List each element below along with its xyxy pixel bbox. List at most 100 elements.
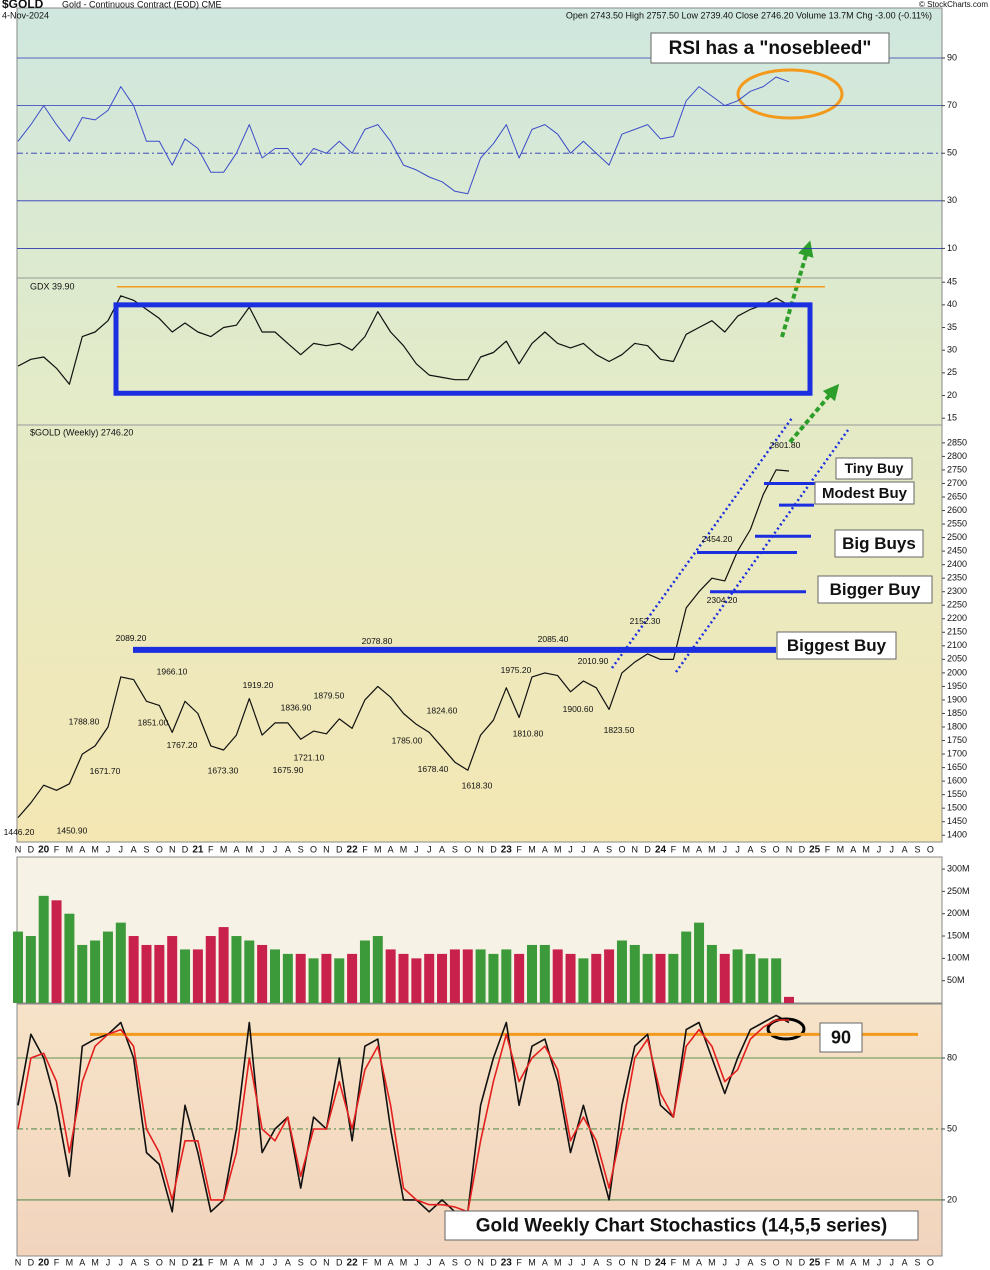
x-tick-label: N (15, 844, 22, 854)
volume-bar (449, 949, 460, 1003)
x-tick-label: M (554, 844, 562, 854)
price-label: 2454.20 (702, 534, 733, 544)
y-tick-label: 2150 (947, 627, 967, 637)
x-tick-label: A (902, 1257, 908, 1267)
x-tick-label: S (760, 844, 766, 854)
price-label: 2085.40 (538, 634, 569, 644)
y-tick-label: 250M (947, 886, 970, 896)
volume-bar (25, 936, 36, 1003)
y-tick-label: 90 (947, 52, 957, 62)
x-tick-label: N (323, 1257, 330, 1267)
price-label: 1836.90 (281, 702, 312, 712)
volume-bar (64, 913, 75, 1003)
x-tick-label: S (452, 844, 458, 854)
y-tick-label: 2350 (947, 573, 967, 583)
x-tick-label: A (696, 844, 702, 854)
x-tick-label: D (336, 1257, 343, 1267)
x-tick-label: 24 (655, 845, 667, 856)
x-tick-label: F (54, 1257, 60, 1267)
volume-bar (475, 949, 486, 1003)
x-tick-label: S (606, 844, 612, 854)
x-tick-label: D (644, 1257, 651, 1267)
volume-bar (218, 927, 229, 1003)
price-label: 1879.50 (314, 691, 345, 701)
series-line (17, 76, 790, 195)
x-tick-label: O (773, 1257, 780, 1267)
volume-bar (501, 949, 512, 1003)
x-tick-label: F (516, 844, 522, 854)
x-tick-label: M (66, 1257, 74, 1267)
description: Gold - Continuous Contract (EOD) CME (62, 0, 222, 9)
volume-bar (13, 931, 23, 1003)
x-tick-label: O (156, 1257, 163, 1267)
volume-bar (257, 944, 268, 1003)
price-label: 1671.70 (90, 766, 121, 776)
y-tick-label: 1950 (947, 681, 967, 691)
x-tick-label: M (220, 844, 228, 854)
volume-bar (128, 936, 139, 1003)
rsi-annotation: RSI has a "nosebleed" (669, 38, 872, 59)
x-tick-label: 21 (192, 1258, 204, 1269)
x-tick-label: J (735, 844, 740, 854)
volume-bar (385, 949, 396, 1003)
x-tick-label: 21 (192, 845, 204, 856)
y-tick-label: 1650 (947, 762, 967, 772)
price-label: 2152.30 (630, 616, 661, 626)
volume-bar (578, 958, 589, 1003)
price-label: 1450.90 (57, 826, 88, 836)
x-tick-label: M (682, 844, 690, 854)
y-tick-label: 2750 (947, 464, 967, 474)
x-tick-label: A (902, 844, 908, 854)
x-tick-label: M (246, 1257, 254, 1267)
x-tick-label: S (298, 1257, 304, 1267)
x-tick-label: J (119, 844, 124, 854)
y-tick-label: 2200 (947, 613, 967, 623)
volume-bar (719, 953, 730, 1003)
y-tick-label: 2450 (947, 545, 967, 555)
panel-title: GDX 39.90 (30, 281, 75, 291)
y-tick-label: 1550 (947, 789, 967, 799)
volume-bar (398, 953, 409, 1003)
series-line (17, 469, 790, 818)
volume-bar (334, 958, 345, 1003)
y-tick-label: 2100 (947, 640, 967, 650)
volume-bar (527, 944, 537, 1003)
y-tick-label: 1600 (947, 775, 967, 785)
y-tick-label: 35 (947, 322, 957, 332)
x-tick-label: S (760, 1257, 766, 1267)
x-tick-label: 25 (809, 845, 821, 856)
volume-bar (706, 944, 717, 1003)
x-tick-label: O (310, 844, 317, 854)
x-tick-label: O (310, 1257, 317, 1267)
volume-bar (231, 936, 242, 1003)
price-label: 1788.80 (69, 716, 100, 726)
x-tick-label: J (877, 1257, 882, 1267)
x-tick-label: M (220, 1257, 228, 1267)
volume-bar (629, 944, 640, 1003)
x-tick-label: O (773, 844, 780, 854)
price-label: 1810.80 (513, 728, 544, 738)
x-tick-label: D (799, 1257, 806, 1267)
x-tick-label: M (682, 1257, 690, 1267)
y-tick-label: 30 (947, 195, 957, 205)
volume-bar (282, 953, 293, 1003)
volume-bar (488, 953, 499, 1003)
x-tick-label: M (837, 1257, 845, 1267)
price-label: 2089.20 (116, 633, 147, 643)
x-tick-label: D (28, 1257, 35, 1267)
x-tick-label: A (131, 1257, 137, 1267)
x-tick-label: S (143, 844, 149, 854)
x-tick-label: O (618, 844, 625, 854)
y-tick-label: 2050 (947, 654, 967, 664)
x-tick-label: M (91, 844, 99, 854)
x-tick-label: J (273, 1257, 278, 1267)
x-tick-label: J (106, 844, 111, 854)
price-label: 1919.20 (243, 680, 274, 690)
x-tick-label: 22 (347, 1258, 359, 1269)
volume-bar (732, 949, 743, 1003)
y-tick-label: 2000 (947, 667, 967, 677)
x-tick-label: 20 (38, 845, 50, 856)
volume-bar (180, 949, 191, 1003)
volume-bar (141, 944, 152, 1003)
